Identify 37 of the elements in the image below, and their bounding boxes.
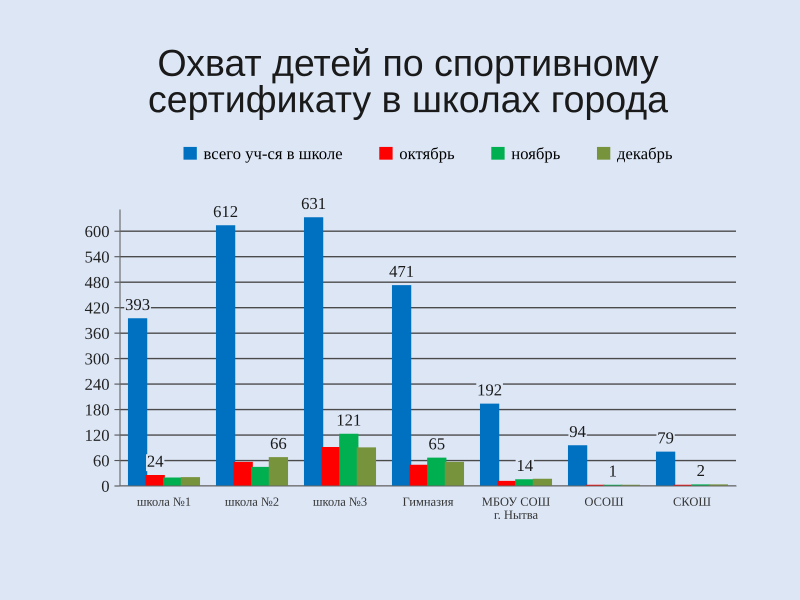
data-label: 2: [697, 465, 704, 476]
legend-label: всего уч-ся в школе: [204, 151, 342, 163]
y-tick-label: 300: [85, 353, 109, 365]
x-tick-label: СКОШ: [674, 498, 711, 506]
x-tick-label: Гимназия: [402, 498, 454, 506]
y-tick-label: 180: [86, 404, 109, 416]
y-tick-label: 360: [85, 328, 109, 340]
x-tick-label: школа №1: [137, 498, 190, 506]
x-tick-label: МБОУ СОШ г. Нытва: [482, 498, 550, 520]
data-label: 121: [338, 414, 360, 426]
data-label: 65: [429, 438, 444, 450]
data-label: 94: [570, 426, 586, 438]
data-label: 79: [658, 432, 674, 444]
data-label: 631: [302, 198, 326, 210]
legend-label: ноябрь: [512, 147, 560, 163]
y-tick-label: 600: [85, 226, 109, 238]
x-tick-label: школа №2: [225, 498, 278, 506]
y-tick-label: 420: [84, 302, 109, 314]
legend-label: октябрь: [400, 147, 454, 163]
data-label: 192: [478, 384, 502, 396]
legend-label: декабрь: [616, 147, 672, 163]
x-tick-label: ОСОШ: [584, 498, 624, 506]
data-label: 612: [214, 206, 238, 218]
y-tick-label: 60: [94, 455, 109, 466]
chart-title: Охват детей по спортивному сертификату в школах города: [150, 48, 668, 120]
data-label: 393: [126, 298, 150, 310]
y-tick-label: 120: [86, 430, 109, 441]
y-tick-label: 240: [85, 378, 109, 390]
x-tick-label: школа №3: [313, 498, 367, 506]
data-label: 24: [148, 456, 164, 467]
y-tick-label: 0: [102, 480, 109, 492]
data-label: 14: [518, 460, 533, 471]
y-tick-label: 480: [84, 276, 109, 288]
data-label: 471: [389, 266, 414, 277]
data-label: 1: [610, 465, 616, 476]
data-label: 66: [270, 438, 286, 450]
y-tick-label: 540: [86, 251, 109, 263]
